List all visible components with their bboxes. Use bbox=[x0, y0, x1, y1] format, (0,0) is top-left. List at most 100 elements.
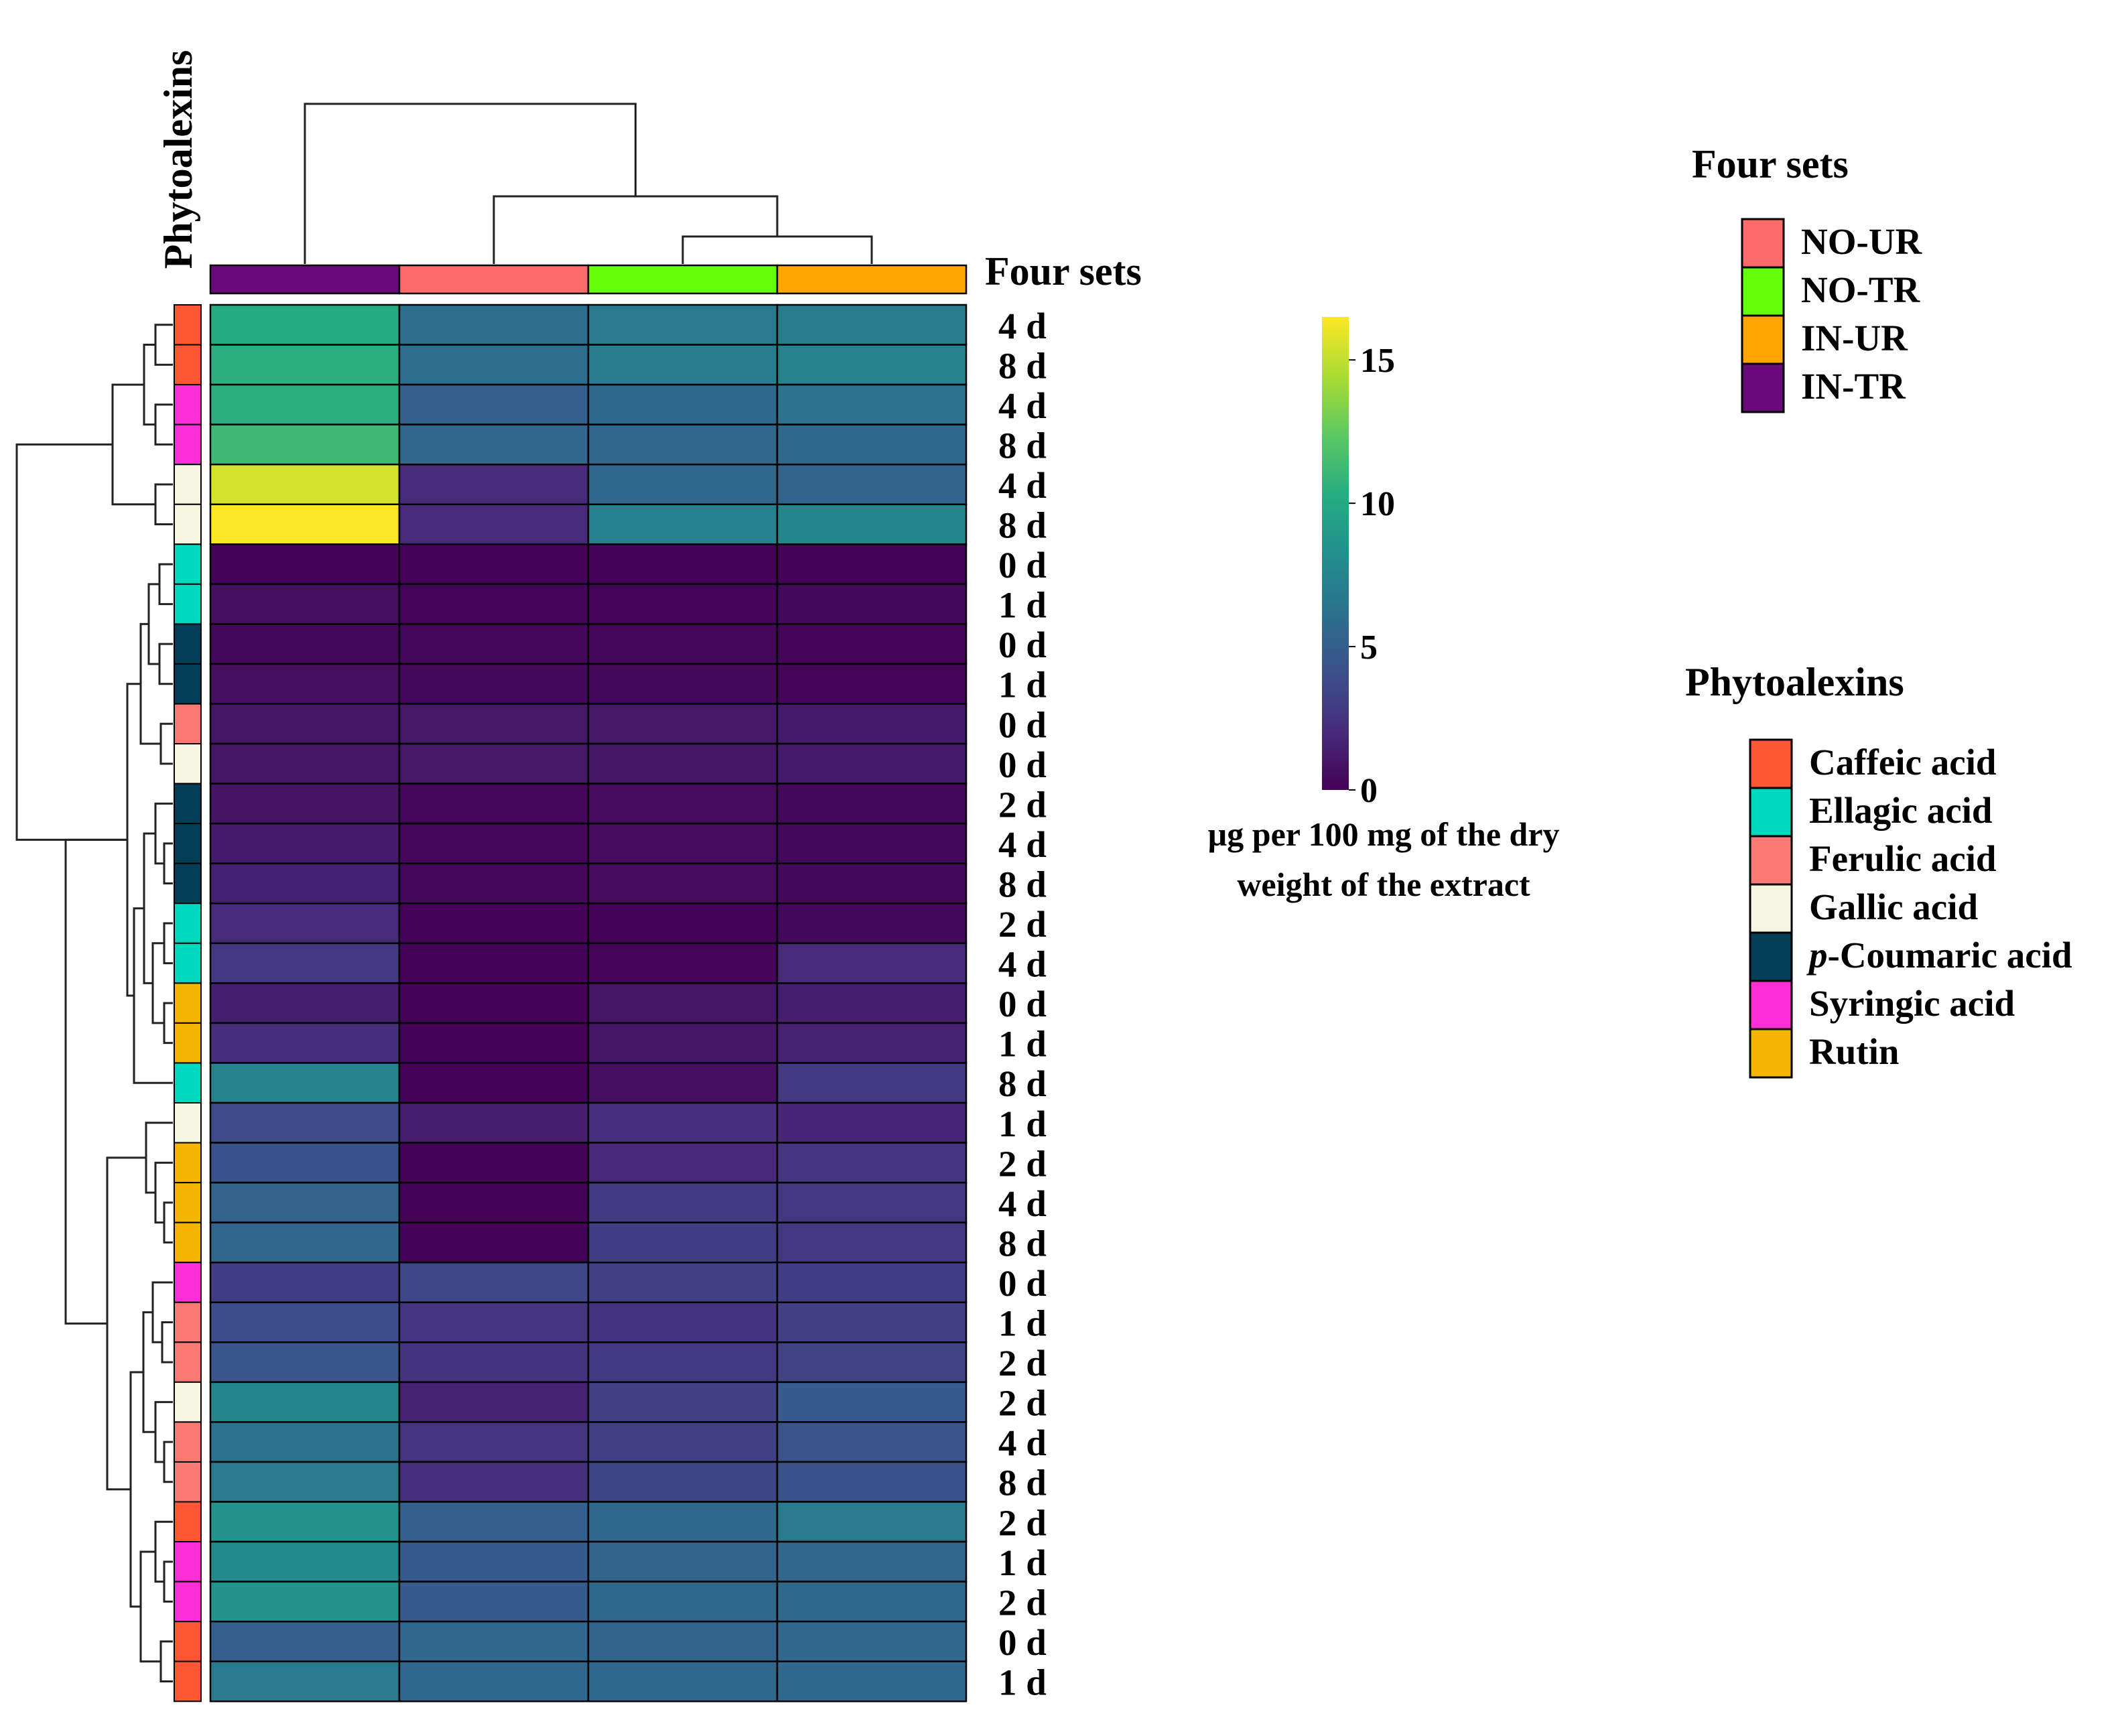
colorbar: 0 5 10 15 µg per 100 mg of the dry weight o… bbox=[1207, 317, 1560, 903]
row-label: 1 d bbox=[998, 1024, 1047, 1065]
row-compound-swatch bbox=[174, 1142, 202, 1184]
heatmap-cell bbox=[398, 1301, 590, 1343]
row-compound-swatch bbox=[174, 823, 202, 864]
heatmap-cell bbox=[587, 583, 779, 625]
row-label: 2 d bbox=[998, 1383, 1047, 1424]
legend-compound-swatch bbox=[1749, 980, 1793, 1030]
heatmap-cell bbox=[398, 1421, 590, 1463]
heatmap-cell bbox=[398, 862, 590, 905]
row-label: 1 d bbox=[998, 1542, 1047, 1583]
heatmap-cell bbox=[776, 1022, 968, 1064]
heatmap-cell bbox=[776, 663, 968, 705]
heatmap-cell bbox=[776, 1540, 968, 1583]
heatmap-cell bbox=[209, 583, 401, 625]
row-compound-swatch bbox=[174, 703, 202, 745]
heatmap-cell bbox=[398, 1181, 590, 1223]
heatmap-cell bbox=[587, 543, 779, 586]
heatmap-cell bbox=[209, 822, 401, 864]
heatmap-cell bbox=[398, 623, 590, 665]
dendrogram-branch bbox=[64, 838, 127, 1325]
row-compound-swatch bbox=[174, 1660, 202, 1702]
heatmap-cell bbox=[587, 1261, 779, 1303]
dendrogram-branch bbox=[159, 722, 173, 765]
legend-set-swatch bbox=[1741, 266, 1785, 317]
heatmap-cell bbox=[398, 1461, 590, 1503]
colorbar-caption-line1: µg per 100 mg of the dry bbox=[1207, 815, 1559, 853]
dendrogram-branch bbox=[681, 235, 873, 264]
heatmap-cell bbox=[398, 822, 590, 864]
row-label: 8 d bbox=[998, 1463, 1047, 1504]
heatmap-cell bbox=[209, 742, 401, 785]
heatmap-cell bbox=[776, 1142, 968, 1184]
heatmap-cell bbox=[209, 663, 401, 705]
row-label: 8 d bbox=[998, 1223, 1047, 1264]
row-label: 4 d bbox=[998, 306, 1047, 346]
colorbar-tick-label: 10 bbox=[1360, 485, 1395, 523]
row-compound-swatch bbox=[174, 304, 202, 346]
heatmap-cell bbox=[587, 742, 779, 785]
dendrogram-branch bbox=[154, 324, 173, 366]
legend-set-label: NO-UR bbox=[1801, 221, 1923, 262]
row-label: 0 d bbox=[998, 744, 1047, 785]
heatmap-cell bbox=[209, 1062, 401, 1104]
heatmap-cell bbox=[587, 903, 779, 945]
row-annotation-title: Phytoalexins bbox=[156, 50, 200, 269]
colorbar-tick-label: 0 bbox=[1360, 772, 1378, 810]
dendrogram-branch bbox=[163, 1560, 173, 1603]
legend-compound-swatch bbox=[1749, 738, 1793, 789]
heatmap-cell bbox=[398, 742, 590, 785]
heatmap-cell bbox=[776, 1381, 968, 1423]
dendrogram-branch bbox=[111, 383, 155, 506]
heatmap-cell bbox=[587, 423, 779, 466]
heatmap-cell bbox=[398, 344, 590, 386]
dendrogram-branch bbox=[145, 1122, 173, 1194]
row-compound-swatch bbox=[174, 543, 202, 585]
heatmap-cell bbox=[398, 1620, 590, 1662]
heatmap-cell bbox=[209, 1501, 401, 1543]
row-annotation-bar bbox=[174, 304, 202, 1702]
heatmap-cell bbox=[209, 703, 401, 745]
heatmap-cell bbox=[398, 503, 590, 545]
heatmap-cell bbox=[776, 942, 968, 984]
heatmap-cell bbox=[776, 1261, 968, 1303]
heatmap-cell bbox=[776, 503, 968, 545]
heatmap-cell bbox=[398, 1101, 590, 1144]
row-compound-swatch bbox=[174, 464, 202, 505]
row-label: 4 d bbox=[998, 1422, 1047, 1463]
heatmap-cell bbox=[587, 1421, 779, 1463]
heatmap-cell bbox=[209, 423, 401, 466]
legend-phytoalexins: Phytoalexins Caffeic acid Ellagic acid Fer… bbox=[1685, 660, 2072, 1079]
heatmap-cell bbox=[209, 623, 401, 665]
legend-four-sets: Four sets NO-UR NO-TR IN-UR IN-TR bbox=[1692, 142, 1923, 413]
heatmap-cell bbox=[398, 1540, 590, 1583]
heatmap-cell bbox=[587, 1142, 779, 1184]
dendrogram-branch bbox=[163, 842, 173, 884]
heatmap-cell bbox=[398, 304, 590, 346]
heatmap-cell bbox=[209, 1181, 401, 1223]
heatmap-cell bbox=[776, 1341, 968, 1384]
legend-compound-label: Ellagic acid bbox=[1809, 790, 1992, 831]
row-compound-swatch bbox=[174, 1262, 202, 1303]
row-label: 4 d bbox=[998, 824, 1047, 865]
heatmap-cell bbox=[776, 822, 968, 864]
column-dendrogram bbox=[304, 103, 873, 264]
row-label: 8 d bbox=[998, 425, 1047, 466]
row-compound-swatch bbox=[174, 1182, 202, 1223]
row-label: 4 d bbox=[998, 944, 1047, 985]
heatmap-cell bbox=[776, 423, 968, 466]
row-label: 0 d bbox=[998, 624, 1047, 665]
row-label: 2 d bbox=[998, 1582, 1047, 1623]
heatmap-cell bbox=[776, 1501, 968, 1543]
dendrogram-branch bbox=[154, 483, 173, 526]
heatmap-cell bbox=[776, 1421, 968, 1463]
heatmap-cell bbox=[776, 543, 968, 586]
column-group-no-ur bbox=[398, 264, 590, 295]
row-compound-swatch bbox=[174, 1461, 202, 1503]
heatmap-cell bbox=[398, 583, 590, 625]
dendrogram-branch bbox=[163, 1201, 173, 1244]
heatmap-cell bbox=[209, 982, 401, 1024]
heatmap-cell bbox=[209, 1461, 401, 1503]
row-compound-swatch bbox=[174, 743, 202, 785]
row-compound-swatch bbox=[174, 1221, 202, 1264]
